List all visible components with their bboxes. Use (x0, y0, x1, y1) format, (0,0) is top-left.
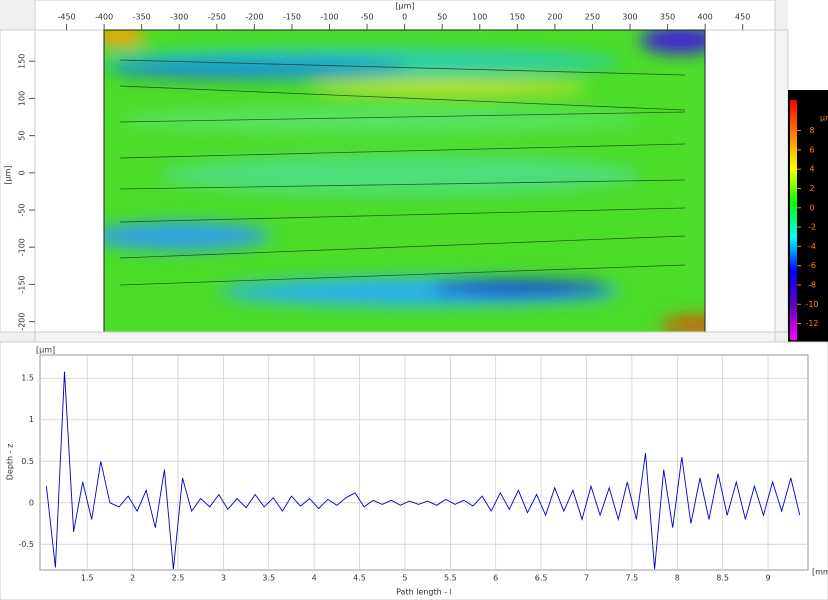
x-tick-label: 8.5 (716, 574, 729, 583)
y-tick-label: -50 (18, 203, 27, 216)
x-tick-label: 4.5 (353, 574, 366, 583)
colorbar-tick-label: -6 (808, 261, 816, 270)
y-tick-label: -100 (18, 238, 27, 256)
x-tick-label: 150 (510, 13, 525, 22)
x-tick-label: 5 (402, 574, 407, 583)
x-tick-label: -450 (57, 13, 75, 22)
y-tick-label: 1.5 (21, 374, 34, 383)
y-tick-label: 150 (18, 54, 27, 69)
colorbar-tick-label: -4 (808, 242, 816, 251)
x-tick-label: 450 (735, 13, 750, 22)
colorbar-tick-label: 2 (809, 184, 814, 193)
x-tick-label: 8 (675, 574, 680, 583)
screen: [µm]-450-400-350-300-250-200-150-100-500… (0, 0, 828, 600)
y-tick-label: 0.5 (21, 457, 34, 466)
x-tick-label: 3 (221, 574, 226, 583)
y-unit: [µm] (4, 165, 13, 184)
y-tick-label: 1 (29, 415, 34, 424)
colorbar-tick-label: 0 (809, 203, 814, 212)
y-tick-label: 0 (29, 498, 34, 507)
colorbar-tick-label: -8 (808, 280, 816, 289)
y-axis-label: Depth - z (6, 444, 15, 481)
x-tick-label: 250 (585, 13, 600, 22)
x-tick-label: -350 (133, 13, 151, 22)
colorbar-tick-label: 6 (809, 145, 814, 154)
colorbar-tick-label: -12 (805, 319, 818, 328)
plot-area (40, 355, 808, 570)
y-tick-label: 0 (18, 170, 27, 175)
x-tick-label: 4 (312, 574, 317, 583)
x-tick-label: 7 (584, 574, 589, 583)
x-tick-label: -300 (170, 13, 188, 22)
colorbar-tick-label: 4 (809, 165, 814, 174)
y-unit: [µm] (36, 346, 55, 355)
x-tick-label: 6.5 (535, 574, 548, 583)
x-tick-label: -250 (208, 13, 226, 22)
colorbar-tick-label: -2 (808, 223, 816, 232)
x-tick-label: 200 (547, 13, 562, 22)
x-tick-label: 1.5 (81, 574, 94, 583)
x-tick-label: 0 (402, 13, 407, 22)
height-map (90, 26, 740, 335)
x-tick-label: 100 (472, 13, 487, 22)
y-tick-label: -200 (18, 313, 27, 331)
x-tick-label: -100 (320, 13, 338, 22)
x-unit: [mm] (812, 568, 828, 577)
y-tick-label: 100 (18, 91, 27, 106)
colorbar-tick-label: -10 (805, 300, 818, 309)
x-tick-label: 400 (697, 13, 712, 22)
x-tick-label: 2.5 (172, 574, 185, 583)
x-tick-label: -50 (361, 13, 374, 22)
x-unit: [µm] (395, 2, 414, 11)
x-tick-label: 350 (660, 13, 675, 22)
x-tick-label: -200 (245, 13, 263, 22)
x-tick-label: 9 (766, 574, 771, 583)
x-tick-label: 5.5 (444, 574, 457, 583)
x-tick-label: 300 (622, 13, 637, 22)
v-scrollbar[interactable] (775, 30, 788, 332)
x-tick-label: 2 (130, 574, 135, 583)
x-tick-label: -150 (283, 13, 301, 22)
colorbar (790, 100, 797, 340)
x-tick-label: 3.5 (262, 574, 275, 583)
colorbar-unit: µm (820, 114, 828, 123)
x-tick-label: 7.5 (626, 574, 639, 583)
x-tick-label: -400 (95, 13, 113, 22)
x-tick-label: 6 (493, 574, 498, 583)
y-tick-label: 50 (18, 131, 27, 141)
y-tick-label: -0.5 (18, 540, 34, 549)
x-tick-label: 50 (437, 13, 447, 22)
x-axis-label: Path length - l (396, 588, 452, 597)
colorbar-tick-label: 8 (809, 126, 814, 135)
h-scrollbar[interactable] (35, 332, 775, 342)
y-tick-label: -150 (18, 275, 27, 293)
